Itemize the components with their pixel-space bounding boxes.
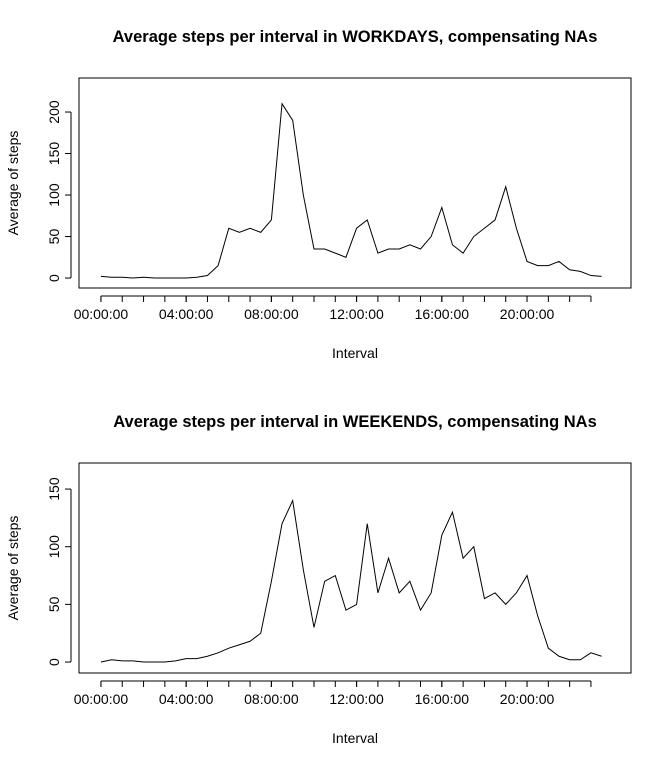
y-axis-label: Average of steps bbox=[5, 516, 21, 621]
y-tick-label: 100 bbox=[46, 535, 62, 559]
chart-title: Average steps per interval in WEEKENDS, … bbox=[113, 413, 597, 431]
x-tick-label: 00:00:00 bbox=[74, 691, 129, 707]
y-tick-label: 150 bbox=[46, 477, 62, 501]
y-tick-label: 200 bbox=[46, 100, 62, 124]
x-tick-label: 04:00:00 bbox=[159, 691, 214, 707]
x-tick-label: 16:00:00 bbox=[415, 691, 470, 707]
y-tick-label: 150 bbox=[46, 142, 62, 166]
x-tick-label: 08:00:00 bbox=[244, 691, 299, 707]
y-tick-label: 50 bbox=[46, 229, 62, 245]
x-tick-label: 20:00:00 bbox=[500, 306, 555, 322]
y-tick-label: 100 bbox=[46, 183, 62, 207]
y-axis-label: Average of steps bbox=[5, 131, 21, 236]
x-axis-label: Interval bbox=[332, 345, 378, 361]
x-tick-label: 08:00:00 bbox=[244, 306, 299, 322]
y-tick-label: 0 bbox=[46, 658, 62, 666]
plot-box bbox=[78, 462, 632, 674]
x-axis-label: Interval bbox=[332, 730, 378, 746]
x-tick-label: 20:00:00 bbox=[500, 691, 555, 707]
data-line bbox=[100, 498, 602, 663]
x-tick-label: 12:00:00 bbox=[329, 691, 384, 707]
y-tick-label: 0 bbox=[46, 274, 62, 282]
data-line bbox=[100, 102, 602, 279]
x-tick-label: 00:00:00 bbox=[74, 306, 129, 322]
x-tick-label: 16:00:00 bbox=[415, 306, 470, 322]
x-tick-label: 12:00:00 bbox=[329, 306, 384, 322]
x-tick-label: 04:00:00 bbox=[159, 306, 214, 322]
y-tick-label: 50 bbox=[46, 596, 62, 612]
chart-title: Average steps per interval in WORKDAYS, … bbox=[113, 28, 598, 46]
plot-box bbox=[78, 77, 632, 289]
